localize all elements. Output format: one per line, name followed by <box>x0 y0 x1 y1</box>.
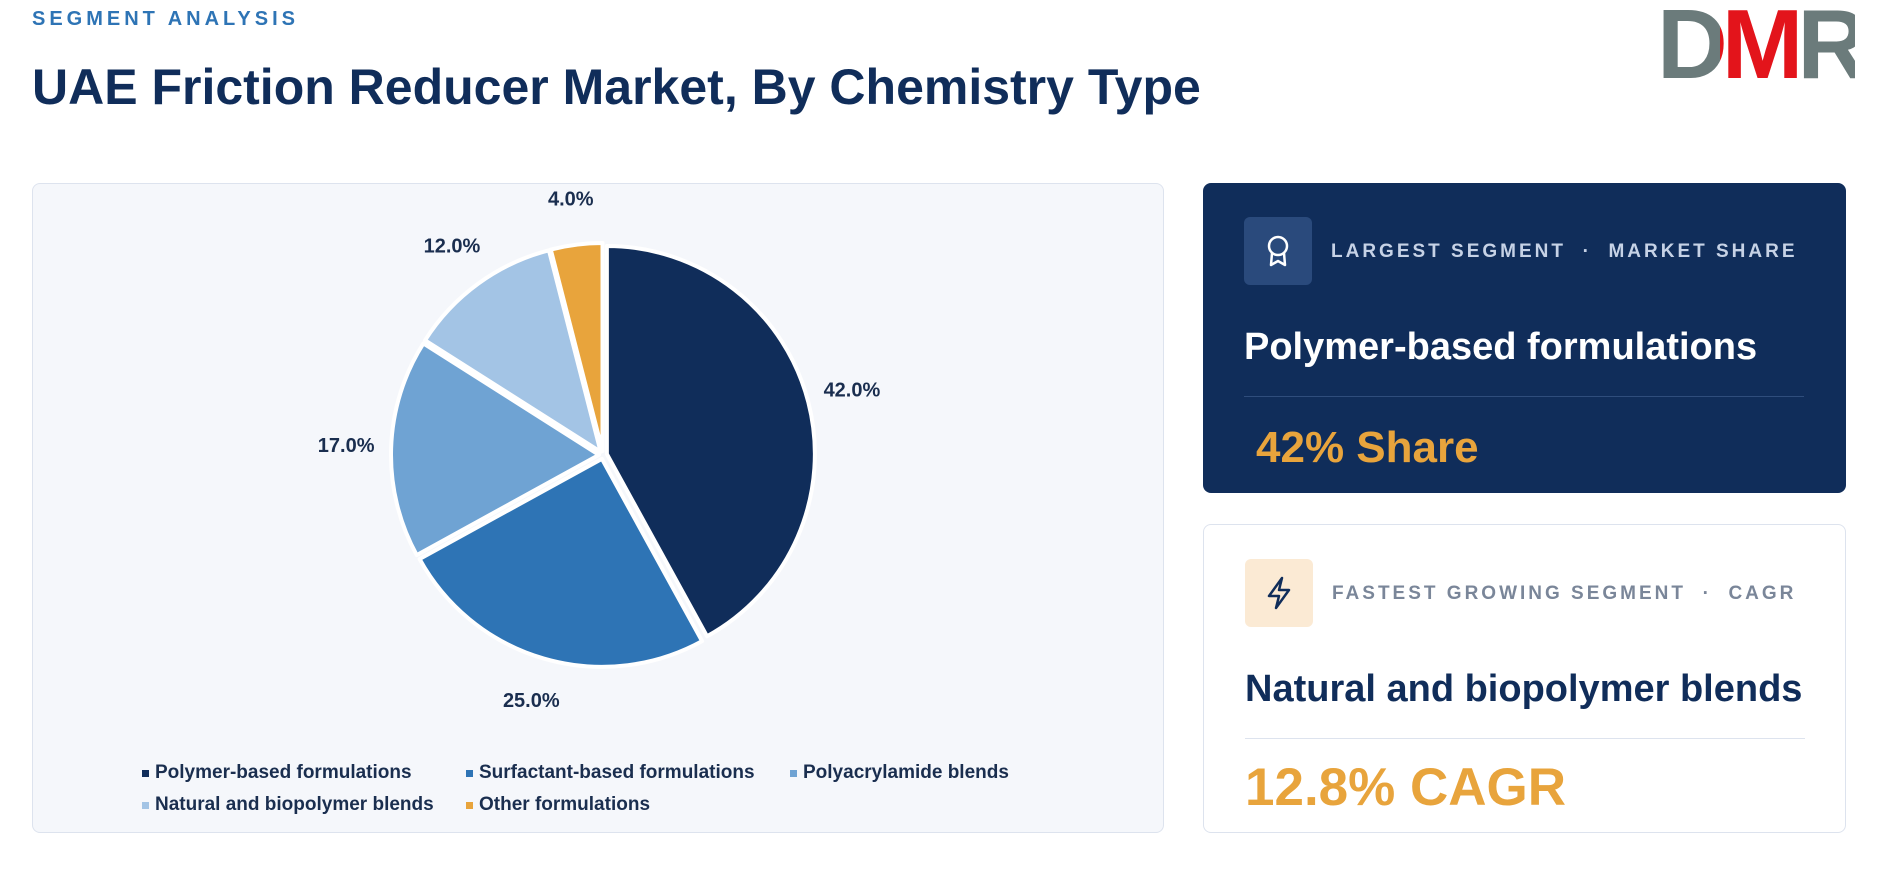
card-label: FASTEST GROWING SEGMENT · CAGR <box>1332 583 1797 604</box>
divider <box>1245 738 1805 739</box>
slice-label: 4.0% <box>548 188 594 210</box>
chart-panel: 42.0% 25.0% 17.0% 12.0% 4.0% Polymer-based f… <box>32 183 1164 833</box>
eyebrow: SEGMENT ANALYSIS <box>32 8 299 30</box>
award-icon <box>1267 235 1289 267</box>
card-title: Natural and biopolymer blends <box>1245 668 1803 710</box>
legend-label: Other formulations <box>479 794 651 815</box>
legend-marker <box>142 769 149 777</box>
icon-box <box>1244 217 1312 285</box>
pie-slice <box>389 341 602 558</box>
legend-label: Polyacrylamide blends <box>803 762 1009 783</box>
pie-slice <box>423 248 603 454</box>
slice-label: 17.0% <box>318 435 375 457</box>
pie-chart: 42.0% 25.0% 17.0% 12.0% 4.0% <box>318 188 881 712</box>
legend-item: Surfactant-based formulations <box>466 762 755 784</box>
legend-marker <box>790 769 797 777</box>
logo-text: DMR <box>1657 0 1855 84</box>
slice-label: 42.0% <box>824 379 881 401</box>
pie-slice <box>604 244 817 639</box>
pie-slice <box>548 241 605 454</box>
legend-label: Polymer-based formulations <box>155 762 412 783</box>
legend-item: Polymer-based formulations <box>142 762 412 784</box>
legend-label: Natural and biopolymer blends <box>155 794 434 815</box>
fastest-growing-card: FASTEST GROWING SEGMENT · CAGR Natural a… <box>1203 524 1846 833</box>
card-value: 12.8% CAGR <box>1245 758 1567 817</box>
card-value: 42% Share <box>1256 423 1479 472</box>
legend-item: Other formulations <box>466 794 650 816</box>
largest-segment-card: LARGEST SEGMENT · MARKET SHARE Polymer-b… <box>1203 183 1846 493</box>
divider <box>1244 396 1804 397</box>
logo: DMR <box>1657 0 1855 84</box>
card-title: Polymer-based formulations <box>1244 326 1758 368</box>
pie-slice <box>417 456 705 669</box>
icon-box <box>1245 559 1313 627</box>
legend-marker <box>466 801 473 809</box>
card-label: LARGEST SEGMENT · MARKET SHARE <box>1331 241 1798 262</box>
page-title: UAE Friction Reducer Market, By Chemistr… <box>32 59 1201 115</box>
legend-marker <box>466 769 473 777</box>
bolt-icon <box>1267 576 1291 610</box>
legend-marker <box>142 801 149 809</box>
slice-label: 25.0% <box>503 690 560 712</box>
legend-label: Surfactant-based formulations <box>479 762 755 783</box>
legend-item: Polyacrylamide blends <box>790 762 1009 784</box>
legend-item: Natural and biopolymer blends <box>142 794 434 816</box>
slice-label: 12.0% <box>424 235 481 257</box>
